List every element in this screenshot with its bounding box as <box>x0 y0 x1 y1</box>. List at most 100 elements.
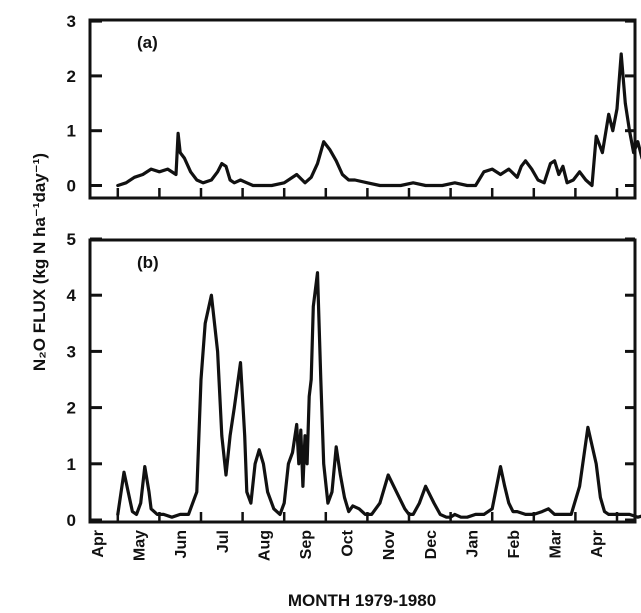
data-point <box>565 181 569 184</box>
x-tick-label: Sep <box>298 530 315 560</box>
data-point <box>439 513 442 516</box>
data-point <box>578 485 581 488</box>
data-point <box>162 513 165 516</box>
y-tick-label: 2 <box>67 67 76 86</box>
data-point <box>516 176 519 179</box>
data-point <box>239 361 242 364</box>
data-point <box>601 151 604 154</box>
data-point <box>127 490 130 494</box>
data-point <box>135 513 138 516</box>
series-layer <box>116 52 641 519</box>
data-point <box>516 510 519 513</box>
x-tick-label: Apr <box>90 530 107 558</box>
data-point <box>553 513 556 516</box>
data-point <box>283 181 286 184</box>
data-point <box>636 140 639 143</box>
data-point <box>547 507 550 510</box>
data-point <box>335 159 338 162</box>
x-tick-label: May <box>132 530 149 561</box>
data-point <box>133 176 136 179</box>
data-point <box>303 181 307 184</box>
data-point <box>412 181 415 184</box>
data-point <box>339 473 342 477</box>
data-point <box>220 162 223 165</box>
data-point <box>143 465 146 468</box>
data-point <box>220 434 223 437</box>
data-point <box>378 501 382 505</box>
data-point <box>561 513 565 516</box>
data-point <box>305 462 309 465</box>
data-point <box>201 181 205 184</box>
data-point <box>491 167 494 171</box>
data-point <box>590 184 594 187</box>
data-point <box>270 184 273 187</box>
data-point <box>310 378 313 381</box>
data-point <box>228 434 232 437</box>
data-point <box>370 513 373 516</box>
x-axis-title: MONTH 1979-1980 <box>288 591 436 610</box>
data-point <box>330 490 334 494</box>
data-point <box>595 135 598 138</box>
y-tick-label: 5 <box>67 230 76 249</box>
data-point <box>418 501 421 505</box>
data-point <box>549 162 552 165</box>
data-point <box>632 151 635 154</box>
y-tick-label: 0 <box>67 177 76 196</box>
x-tick-label: Apr <box>589 530 606 558</box>
data-point <box>233 181 236 184</box>
data-point <box>266 490 269 494</box>
data-point <box>578 170 581 173</box>
data-point <box>210 294 213 297</box>
data-point <box>195 178 198 182</box>
data-point <box>176 132 180 135</box>
data-point <box>387 473 390 477</box>
data-point <box>507 501 510 505</box>
data-point <box>189 170 192 173</box>
data-point <box>615 107 619 111</box>
data-point <box>586 426 590 429</box>
data-point <box>131 510 134 513</box>
data-point <box>466 516 469 519</box>
data-point <box>432 501 436 505</box>
data-point <box>364 513 367 516</box>
data-point <box>353 178 357 182</box>
text-layer: 0 1 2 3 (a) 0 1 2 3 4 5 (b) Apr May Jun Jul Aug Sep Oct Nov… <box>30 12 606 610</box>
data-point <box>297 462 300 465</box>
data-point <box>174 173 178 176</box>
x-tick-label: Mar <box>548 530 565 558</box>
data-point <box>584 178 587 182</box>
data-point <box>624 102 627 105</box>
data-point <box>424 184 427 187</box>
data-point <box>216 170 219 173</box>
data-point <box>628 513 631 516</box>
data-point <box>620 52 623 56</box>
data-point <box>341 173 344 176</box>
data-point <box>149 167 153 171</box>
data-point <box>603 510 606 513</box>
data-point <box>628 129 631 132</box>
data-point <box>499 173 502 176</box>
data-point <box>262 462 265 465</box>
data-point <box>308 395 311 398</box>
data-point <box>507 167 510 171</box>
data-point <box>166 167 169 171</box>
data-point <box>272 507 275 510</box>
data-point <box>258 448 261 451</box>
y-tick-label: 3 <box>67 342 76 361</box>
data-point <box>466 184 469 187</box>
data-point <box>245 181 248 184</box>
data-point <box>204 322 207 325</box>
data-point <box>295 423 298 426</box>
data-point <box>319 378 322 381</box>
data-point <box>391 184 394 187</box>
data-point <box>301 485 305 488</box>
data-point <box>607 513 610 516</box>
data-point <box>595 462 598 465</box>
data-point <box>343 496 346 499</box>
data-point <box>412 513 415 516</box>
data-point <box>474 184 477 187</box>
y-tick-label: 3 <box>67 12 76 31</box>
data-point <box>243 434 246 437</box>
data-point <box>251 184 255 187</box>
data-point <box>312 305 315 308</box>
